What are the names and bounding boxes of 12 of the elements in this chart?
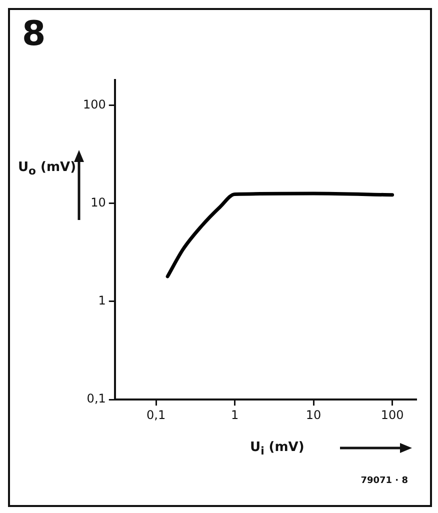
x-tick-label: 100 (380, 408, 404, 422)
chart-title: 8 (22, 14, 46, 54)
y-axis-title: U$_{o}$ (mV) (16, 160, 78, 178)
x-tick-label: 10 (306, 408, 322, 422)
x-axis-title: U$_{i}$ (mV) (250, 440, 304, 458)
y-tick-label: 10 (90, 195, 106, 210)
y-tick-label: 1 (98, 294, 106, 308)
y-tick-label: 0,1 (86, 392, 106, 406)
y-tick-label: 100 (83, 97, 106, 112)
x-tick-label: 1 (230, 408, 239, 422)
text: 79071 · 8 (360, 476, 408, 486)
x-tick-label: 0,1 (146, 408, 166, 422)
